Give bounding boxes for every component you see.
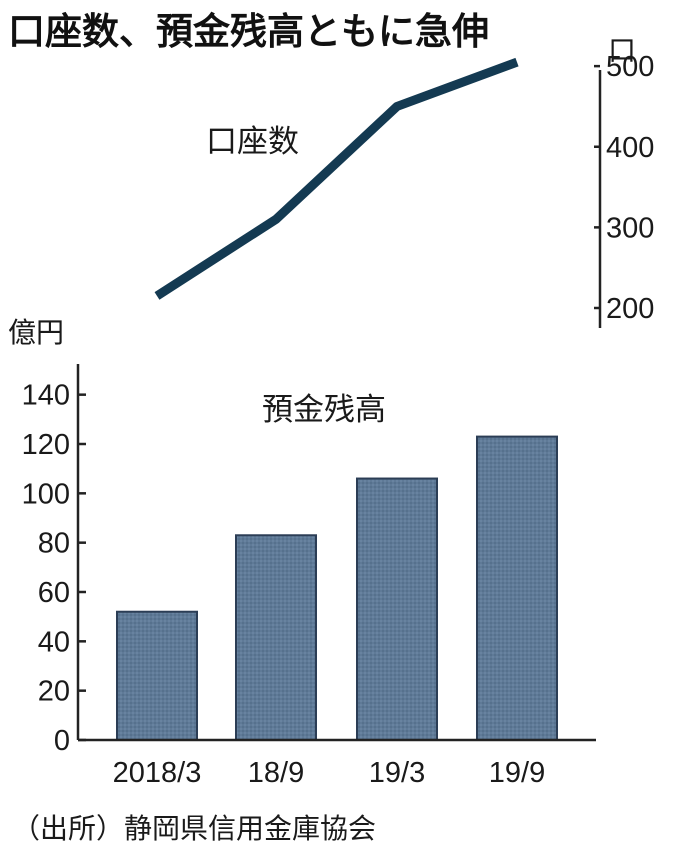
line-series	[154, 57, 519, 300]
line-series-label: 口座数	[206, 124, 299, 160]
bar-3	[356, 477, 438, 741]
chart-title: 口座数、預金残高ともに急伸	[8, 10, 489, 53]
bar-y-tick-label: 80	[38, 528, 70, 560]
source-note: （出所）静岡県信用金庫協会	[12, 812, 376, 845]
bar-y-tick-label: 100	[22, 478, 70, 510]
bar-y-tick-label: 120	[22, 429, 70, 461]
bar-x-tick-label: 19/9	[489, 757, 545, 789]
bar-y-tick-label: 20	[38, 676, 70, 708]
line-y-ticks: 200 300 400 500	[594, 51, 654, 325]
line-y-tick-label: 200	[606, 293, 654, 325]
line-series-path	[154, 57, 519, 300]
line-y-tick-label: 500	[606, 51, 654, 83]
bar-series	[116, 435, 558, 741]
bar-unit-label: 億円	[8, 316, 64, 349]
bar-4	[476, 435, 558, 741]
bar-x-tick-label: 19/3	[369, 757, 425, 789]
bar-y-tick-label: 0	[54, 725, 70, 757]
bar-series-label: 預金残高	[262, 392, 386, 428]
bar-y-tick-label: 40	[38, 626, 70, 658]
bar-y-ticks: 0 20 40 60 80 100 120 140	[22, 380, 86, 757]
bar-x-tick-label: 2018/3	[113, 757, 202, 789]
bar-y-tick-label: 140	[22, 380, 70, 412]
bar-x-labels: 2018/3 18/9 19/3 19/9	[113, 757, 546, 789]
line-unit-label: 口	[608, 34, 636, 67]
line-y-tick-label: 400	[606, 132, 654, 164]
bar-chart-deposits: 億円 0 20 40 60 80 100 120 140 2018/3 18/9 19/3 19/9…	[8, 316, 596, 789]
line-y-tick-label: 300	[606, 212, 654, 244]
line-chart-accounts: 口 200 300 400 500 口座数	[154, 34, 654, 328]
bar-x-tick-label: 18/9	[248, 757, 304, 789]
bar-y-tick-label: 60	[38, 577, 70, 609]
bar-1	[116, 610, 198, 741]
bar-2	[235, 534, 317, 741]
